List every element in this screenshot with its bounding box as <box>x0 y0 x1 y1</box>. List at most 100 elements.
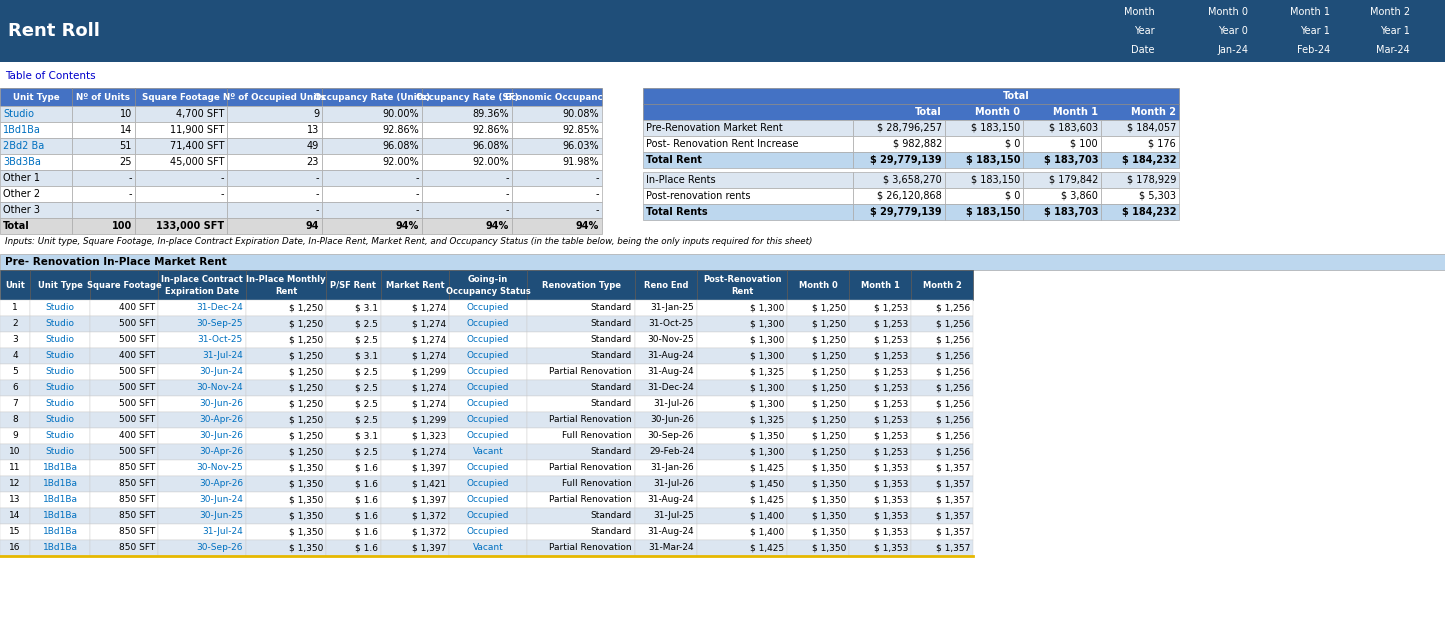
Bar <box>327 444 381 460</box>
Text: 1Bd1Ba: 1Bd1Ba <box>42 528 78 537</box>
Bar <box>643 120 853 136</box>
Bar <box>134 88 227 106</box>
Bar <box>945 120 1023 136</box>
Bar <box>788 508 850 524</box>
Bar <box>910 332 972 348</box>
Text: $ 28,796,257: $ 28,796,257 <box>877 123 942 133</box>
Bar <box>90 348 158 364</box>
Bar <box>696 316 788 332</box>
Text: $ 184,232: $ 184,232 <box>1121 155 1176 165</box>
Text: 89.36%: 89.36% <box>473 109 509 119</box>
Bar <box>910 476 972 492</box>
Bar <box>30 380 90 396</box>
Text: In-Place Rents: In-Place Rents <box>646 175 715 185</box>
Text: $ 1,250: $ 1,250 <box>289 352 324 361</box>
Text: Studio: Studio <box>45 367 75 376</box>
Bar <box>512 218 603 234</box>
Text: 29-Feb-24: 29-Feb-24 <box>649 447 694 456</box>
Text: Market Rent: Market Rent <box>386 281 444 290</box>
Text: 31-Dec-24: 31-Dec-24 <box>197 304 243 313</box>
Bar <box>0 300 30 316</box>
Text: $ 1,250: $ 1,250 <box>289 399 324 408</box>
Bar <box>158 412 246 428</box>
Bar <box>643 204 853 220</box>
Bar <box>0 508 30 524</box>
Text: Pre-Renovation Market Rent: Pre-Renovation Market Rent <box>646 123 783 133</box>
Text: $ 1,350: $ 1,350 <box>812 512 845 521</box>
Text: Month 1: Month 1 <box>861 281 899 290</box>
Bar <box>850 428 910 444</box>
Bar <box>322 170 422 186</box>
Bar <box>422 218 512 234</box>
Text: $ 1,353: $ 1,353 <box>874 512 907 521</box>
Text: $ 1,323: $ 1,323 <box>412 431 447 440</box>
Bar <box>72 138 134 154</box>
Text: -: - <box>221 173 224 183</box>
Bar <box>527 412 634 428</box>
Text: Square Footage: Square Footage <box>87 281 162 290</box>
Bar <box>945 172 1023 188</box>
Text: $ 1,300: $ 1,300 <box>750 352 785 361</box>
Text: $ 183,150: $ 183,150 <box>971 123 1020 133</box>
Bar <box>850 492 910 508</box>
Text: -: - <box>416 173 419 183</box>
Text: 31-Jul-26: 31-Jul-26 <box>653 399 694 408</box>
Bar <box>512 106 603 122</box>
Text: Standard: Standard <box>591 336 631 345</box>
Text: 850 SFT: 850 SFT <box>118 496 155 505</box>
Bar <box>788 524 850 540</box>
Bar <box>788 300 850 316</box>
Bar <box>327 428 381 444</box>
Text: $ 1,256: $ 1,256 <box>936 415 970 424</box>
Text: 92.00%: 92.00% <box>473 157 509 167</box>
Bar <box>512 122 603 138</box>
Bar <box>327 524 381 540</box>
Bar <box>850 540 910 556</box>
Bar <box>422 138 512 154</box>
Text: 96.03%: 96.03% <box>562 141 600 151</box>
Text: Occupied: Occupied <box>467 352 509 361</box>
Text: $ 1,350: $ 1,350 <box>289 528 324 537</box>
Text: Rent: Rent <box>275 286 298 295</box>
Text: Studio: Studio <box>45 399 75 408</box>
Bar <box>910 428 972 444</box>
Bar <box>788 444 850 460</box>
Text: 5: 5 <box>12 367 17 376</box>
Text: $ 1,250: $ 1,250 <box>289 447 324 456</box>
Text: Date: Date <box>1131 45 1155 55</box>
Bar <box>0 88 72 106</box>
Text: -: - <box>129 189 131 199</box>
Text: $ 0: $ 0 <box>1004 191 1020 201</box>
Text: $ 1,357: $ 1,357 <box>935 528 970 537</box>
Bar <box>449 270 527 300</box>
Text: $ 3,860: $ 3,860 <box>1061 191 1098 201</box>
Text: $ 1,400: $ 1,400 <box>750 528 785 537</box>
Bar <box>0 316 30 332</box>
Bar <box>90 524 158 540</box>
Text: $ 1,400: $ 1,400 <box>750 512 785 521</box>
Text: $ 1,299: $ 1,299 <box>412 367 447 376</box>
Text: $ 1,350: $ 1,350 <box>289 496 324 505</box>
Bar <box>0 460 30 476</box>
Bar <box>30 348 90 364</box>
Bar <box>72 170 134 186</box>
Bar <box>227 154 322 170</box>
Bar <box>696 412 788 428</box>
Bar <box>0 348 30 364</box>
Text: $ 1,353: $ 1,353 <box>874 496 907 505</box>
Bar <box>72 106 134 122</box>
Text: 8: 8 <box>12 415 17 424</box>
Bar <box>788 476 850 492</box>
Text: 90.08%: 90.08% <box>562 109 600 119</box>
Text: 1Bd1Ba: 1Bd1Ba <box>42 512 78 521</box>
Text: 71,400 SFT: 71,400 SFT <box>169 141 224 151</box>
Bar <box>0 138 72 154</box>
Text: Occupied: Occupied <box>467 431 509 440</box>
Bar <box>910 508 972 524</box>
Text: Partial Renovation: Partial Renovation <box>549 496 631 505</box>
Bar <box>449 396 527 412</box>
Text: $ 1,274: $ 1,274 <box>412 399 447 408</box>
Text: Pre- Renovation In-Place Market Rent: Pre- Renovation In-Place Market Rent <box>4 257 227 267</box>
Text: $ 1,253: $ 1,253 <box>874 367 907 376</box>
Text: $ 1,350: $ 1,350 <box>289 464 324 473</box>
